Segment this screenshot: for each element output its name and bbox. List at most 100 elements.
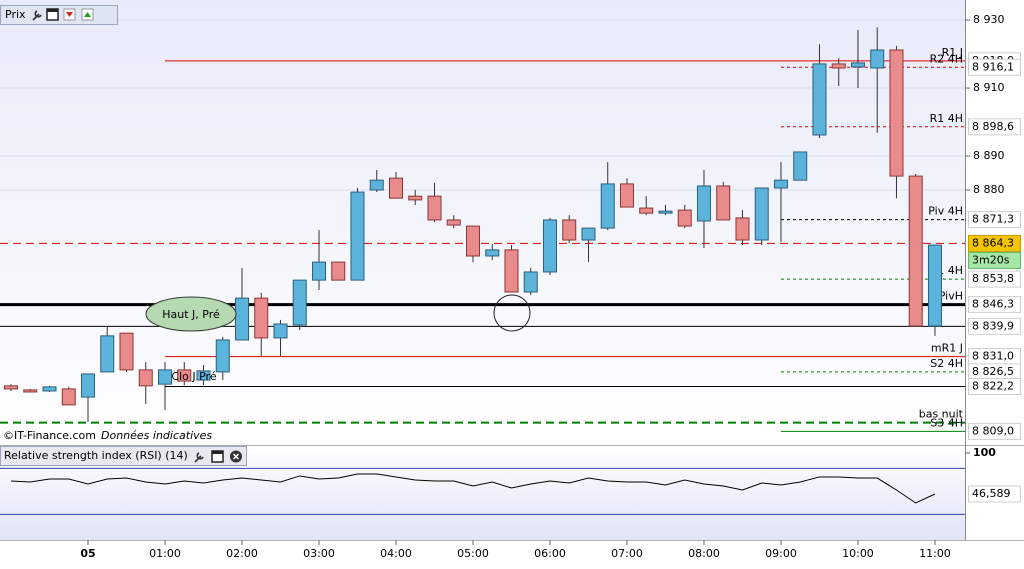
candle-body (581, 227, 596, 241)
up-arrow (84, 12, 91, 17)
candle-body (427, 195, 442, 221)
level-name: R1 J (942, 46, 963, 59)
level-label: 8 916,1 (972, 60, 1014, 73)
annotation-circle (493, 294, 531, 332)
level-label-box (968, 317, 1021, 335)
price-title: Prix (5, 8, 26, 21)
level-name: R2 4H (930, 52, 963, 65)
level-name: S3 4H (930, 416, 963, 429)
candle-body (388, 177, 403, 199)
x-tick-label: 04:00 (380, 547, 412, 560)
candle-body (42, 386, 57, 392)
x-tick-label: 10:00 (842, 547, 874, 560)
level-label-box (968, 211, 1021, 229)
candle-body (350, 191, 365, 281)
level-label: 8 846,3 (972, 298, 1014, 311)
candle-body (658, 210, 673, 214)
candle-body (408, 195, 423, 201)
annotation-ellipse (145, 296, 237, 332)
level-label: 8 809,0 (972, 424, 1014, 437)
candle-body (870, 49, 885, 69)
candle-body (600, 183, 615, 229)
candle-body (696, 185, 711, 222)
candle-body (100, 335, 115, 373)
x-tick-label: 01:00 (149, 547, 181, 560)
candle-body (639, 207, 654, 214)
y-tick-label: 8 890 (973, 149, 1005, 162)
level-label: 8 831,0 (972, 350, 1014, 363)
level-name: PivH (939, 290, 963, 303)
candle-body (215, 339, 230, 373)
candle-body (81, 373, 96, 398)
down-arrow (66, 12, 73, 17)
rsi-label-box (968, 485, 1021, 503)
candle-body (485, 249, 500, 257)
candle-body (158, 369, 173, 385)
window-icon-bar (212, 451, 223, 454)
candle-body (292, 279, 307, 326)
candle-body (716, 185, 731, 221)
level-label: 8 871,3 (972, 213, 1014, 226)
candle-body (177, 369, 192, 382)
level-label-box (968, 118, 1021, 136)
candle-body (446, 219, 461, 226)
candle-body (523, 271, 538, 293)
x-tick-label: 08:00 (688, 547, 720, 560)
y-tick-label: 8 880 (973, 183, 1005, 196)
candle-body (331, 261, 346, 281)
countdown: 3m20s (972, 253, 1010, 266)
candle-body (4, 385, 19, 390)
x-tick-label: 06:00 (534, 547, 566, 560)
candle-body (677, 209, 692, 227)
rsi-label: 46,589 (972, 487, 1011, 500)
candle-body (735, 217, 750, 241)
level-name: S2 4H (930, 357, 963, 370)
candle-body (369, 179, 384, 191)
window-icon-bar (47, 9, 58, 12)
tool-icons[interactable] (32, 8, 94, 21)
candle-body (542, 219, 557, 273)
y-tick-label: 8 930 (973, 13, 1005, 26)
candle-body (23, 389, 38, 393)
level-name: Piv 4H (928, 205, 963, 218)
y-tick-label: 100 (973, 446, 996, 459)
candle-body (119, 332, 134, 371)
footer-note: Données indicatives (101, 429, 212, 442)
candle-body (850, 62, 865, 68)
candle-body (562, 219, 577, 241)
x-tick-label: 09:00 (765, 547, 797, 560)
level-label-box (968, 234, 1021, 252)
level-label-box (968, 58, 1021, 76)
candle-body (908, 175, 923, 327)
level-name: R1 4H (930, 112, 963, 125)
candle-body (196, 370, 211, 381)
close-cross (232, 453, 240, 460)
candle-body (793, 151, 808, 181)
level-label-box (968, 422, 1021, 440)
x-tick-label: 03:00 (303, 547, 335, 560)
x-tick-label: 05 (80, 547, 95, 560)
rsi-tool-icons[interactable] (194, 450, 242, 463)
settings-icon[interactable] (32, 10, 42, 21)
candle-body (254, 297, 269, 339)
level-label: 8 839,9 (972, 319, 1014, 332)
candle-body (465, 225, 480, 257)
candle-body (773, 179, 788, 189)
candle-body (812, 63, 827, 136)
level-name: mR1 J (931, 342, 963, 355)
annotation-text: Haut J, Pré (162, 308, 220, 321)
level-label: 8 898,6 (972, 120, 1014, 133)
rsi-toolbar (0, 446, 247, 466)
level-label-box (968, 270, 1021, 288)
rsi-line (10, 473, 936, 504)
candle-body (273, 323, 288, 339)
level-label-box (968, 296, 1021, 314)
countdown-box (968, 251, 1021, 269)
candle-body (61, 388, 76, 406)
x-tick-label: 07:00 (611, 547, 643, 560)
level-label: 8 822,2 (972, 380, 1014, 393)
level-label: 8 864,3 (972, 236, 1014, 249)
settings-icon[interactable] (194, 452, 204, 463)
candle-body (138, 369, 153, 387)
